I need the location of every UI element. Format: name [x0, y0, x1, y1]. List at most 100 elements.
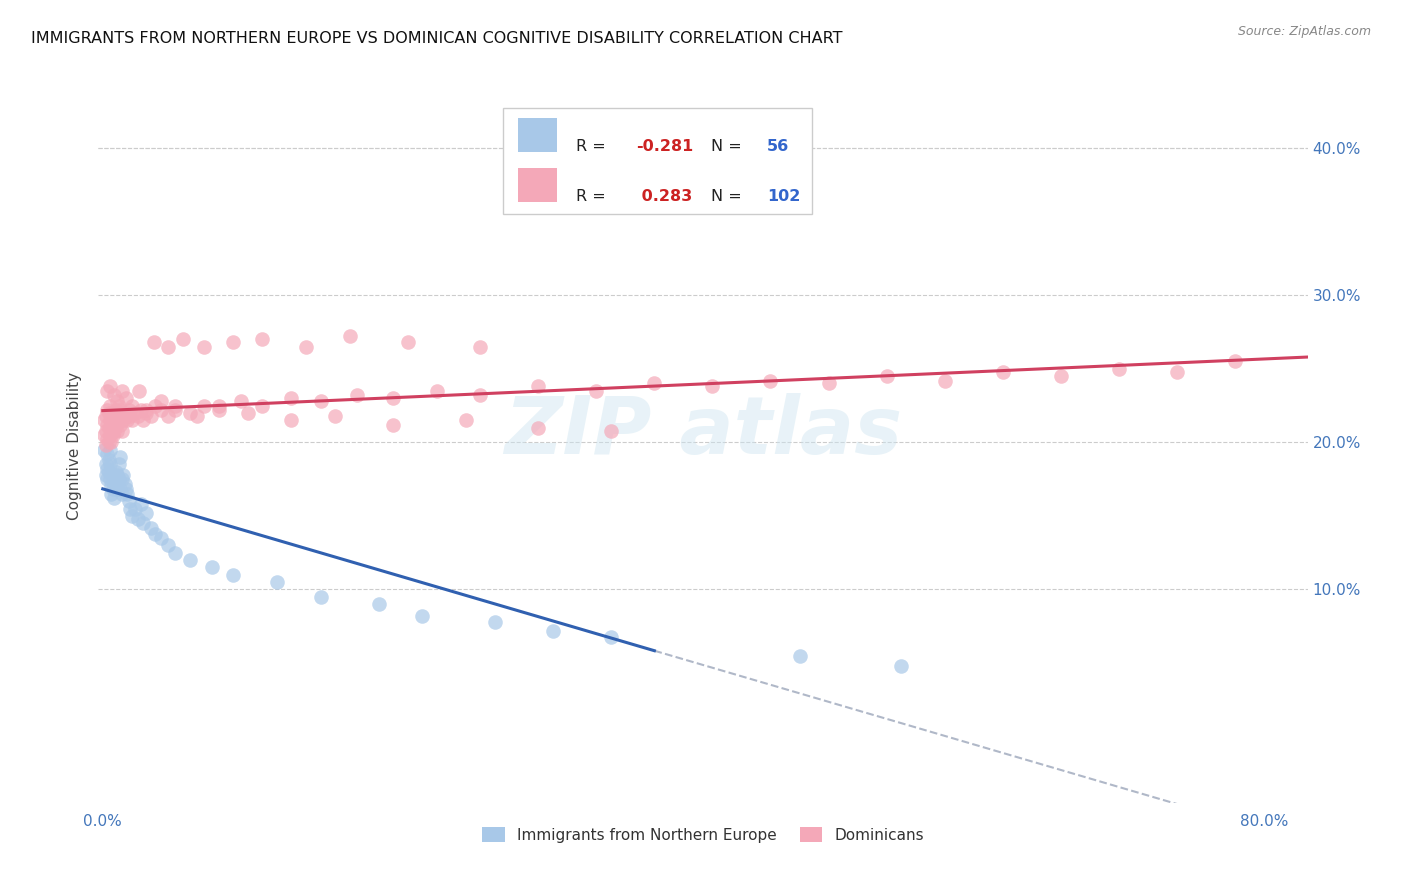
- FancyBboxPatch shape: [517, 168, 557, 202]
- Point: [991, 365, 1014, 379]
- Point: [100, 420, 122, 434]
- Point: [104, 465, 127, 479]
- Point: [94, 409, 117, 423]
- Point: [94, 458, 117, 472]
- Point: [105, 483, 128, 497]
- Point: [98, 428, 121, 442]
- Text: IMMIGRANTS FROM NORTHERN EUROPE VS DOMINICAN COGNITIVE DISABILITY CORRELATION CH: IMMIGRANTS FROM NORTHERN EUROPE VS DOMIN…: [31, 31, 842, 46]
- Point: [585, 384, 607, 398]
- Point: [115, 409, 138, 423]
- Point: [890, 659, 912, 673]
- Point: [643, 376, 665, 391]
- Point: [96, 403, 118, 417]
- Point: [111, 472, 134, 486]
- Point: [111, 487, 134, 501]
- Point: [702, 379, 724, 393]
- Point: [135, 406, 157, 420]
- Point: [108, 450, 131, 464]
- Point: [411, 609, 433, 624]
- Point: [105, 424, 128, 438]
- Point: [149, 403, 172, 417]
- Point: [1049, 369, 1071, 384]
- Point: [1223, 354, 1246, 368]
- Point: [142, 335, 165, 350]
- Point: [97, 465, 120, 479]
- Text: N =: N =: [711, 189, 748, 203]
- Text: N =: N =: [711, 139, 748, 153]
- Point: [222, 335, 245, 350]
- Point: [339, 329, 361, 343]
- Point: [100, 406, 122, 420]
- Point: [382, 391, 405, 405]
- Point: [107, 458, 129, 472]
- Point: [817, 376, 839, 391]
- Point: [139, 409, 162, 423]
- Point: [111, 384, 134, 398]
- Point: [118, 494, 141, 508]
- Point: [323, 409, 346, 423]
- Point: [96, 433, 118, 447]
- Point: [94, 424, 117, 438]
- Legend: Immigrants from Northern Europe, Dominicans: Immigrants from Northern Europe, Dominic…: [475, 821, 931, 848]
- Point: [103, 424, 125, 438]
- Point: [98, 458, 121, 472]
- Point: [93, 428, 115, 442]
- Point: [118, 403, 141, 417]
- Point: [527, 379, 550, 393]
- Point: [201, 560, 224, 574]
- Point: [107, 413, 129, 427]
- Point: [98, 399, 121, 413]
- Point: [172, 332, 194, 346]
- Text: R =: R =: [576, 139, 612, 153]
- Point: [367, 597, 389, 611]
- Point: [121, 508, 143, 523]
- Point: [107, 399, 129, 413]
- Point: [541, 624, 564, 638]
- Point: [114, 406, 136, 420]
- Point: [100, 479, 122, 493]
- Point: [104, 403, 127, 417]
- Point: [101, 483, 124, 497]
- Point: [129, 403, 152, 417]
- Point: [97, 435, 120, 450]
- Point: [193, 399, 215, 413]
- Point: [165, 546, 187, 560]
- Point: [120, 501, 142, 516]
- Point: [108, 417, 131, 432]
- Point: [426, 384, 449, 398]
- Point: [280, 413, 302, 427]
- Point: [93, 413, 115, 427]
- Point: [121, 413, 143, 427]
- Point: [105, 394, 128, 409]
- Point: [309, 394, 332, 409]
- Point: [157, 340, 180, 354]
- Point: [115, 391, 138, 405]
- Point: [94, 438, 117, 452]
- Text: -0.281: -0.281: [637, 139, 693, 153]
- Point: [101, 428, 124, 442]
- Point: [132, 413, 155, 427]
- Point: [103, 476, 125, 491]
- Point: [934, 374, 956, 388]
- Point: [157, 409, 180, 423]
- Point: [107, 472, 129, 486]
- Point: [127, 512, 149, 526]
- Point: [100, 487, 122, 501]
- Point: [117, 487, 139, 501]
- Point: [97, 453, 120, 467]
- Point: [179, 553, 201, 567]
- Point: [222, 567, 245, 582]
- Point: [97, 420, 120, 434]
- Point: [128, 384, 150, 398]
- Point: [117, 413, 139, 427]
- Point: [527, 420, 550, 434]
- Point: [346, 388, 368, 402]
- Point: [599, 424, 621, 438]
- Point: [382, 417, 405, 432]
- FancyBboxPatch shape: [503, 109, 811, 214]
- Point: [94, 467, 117, 482]
- Point: [266, 575, 288, 590]
- Point: [100, 435, 122, 450]
- Point: [157, 538, 180, 552]
- Point: [132, 516, 155, 531]
